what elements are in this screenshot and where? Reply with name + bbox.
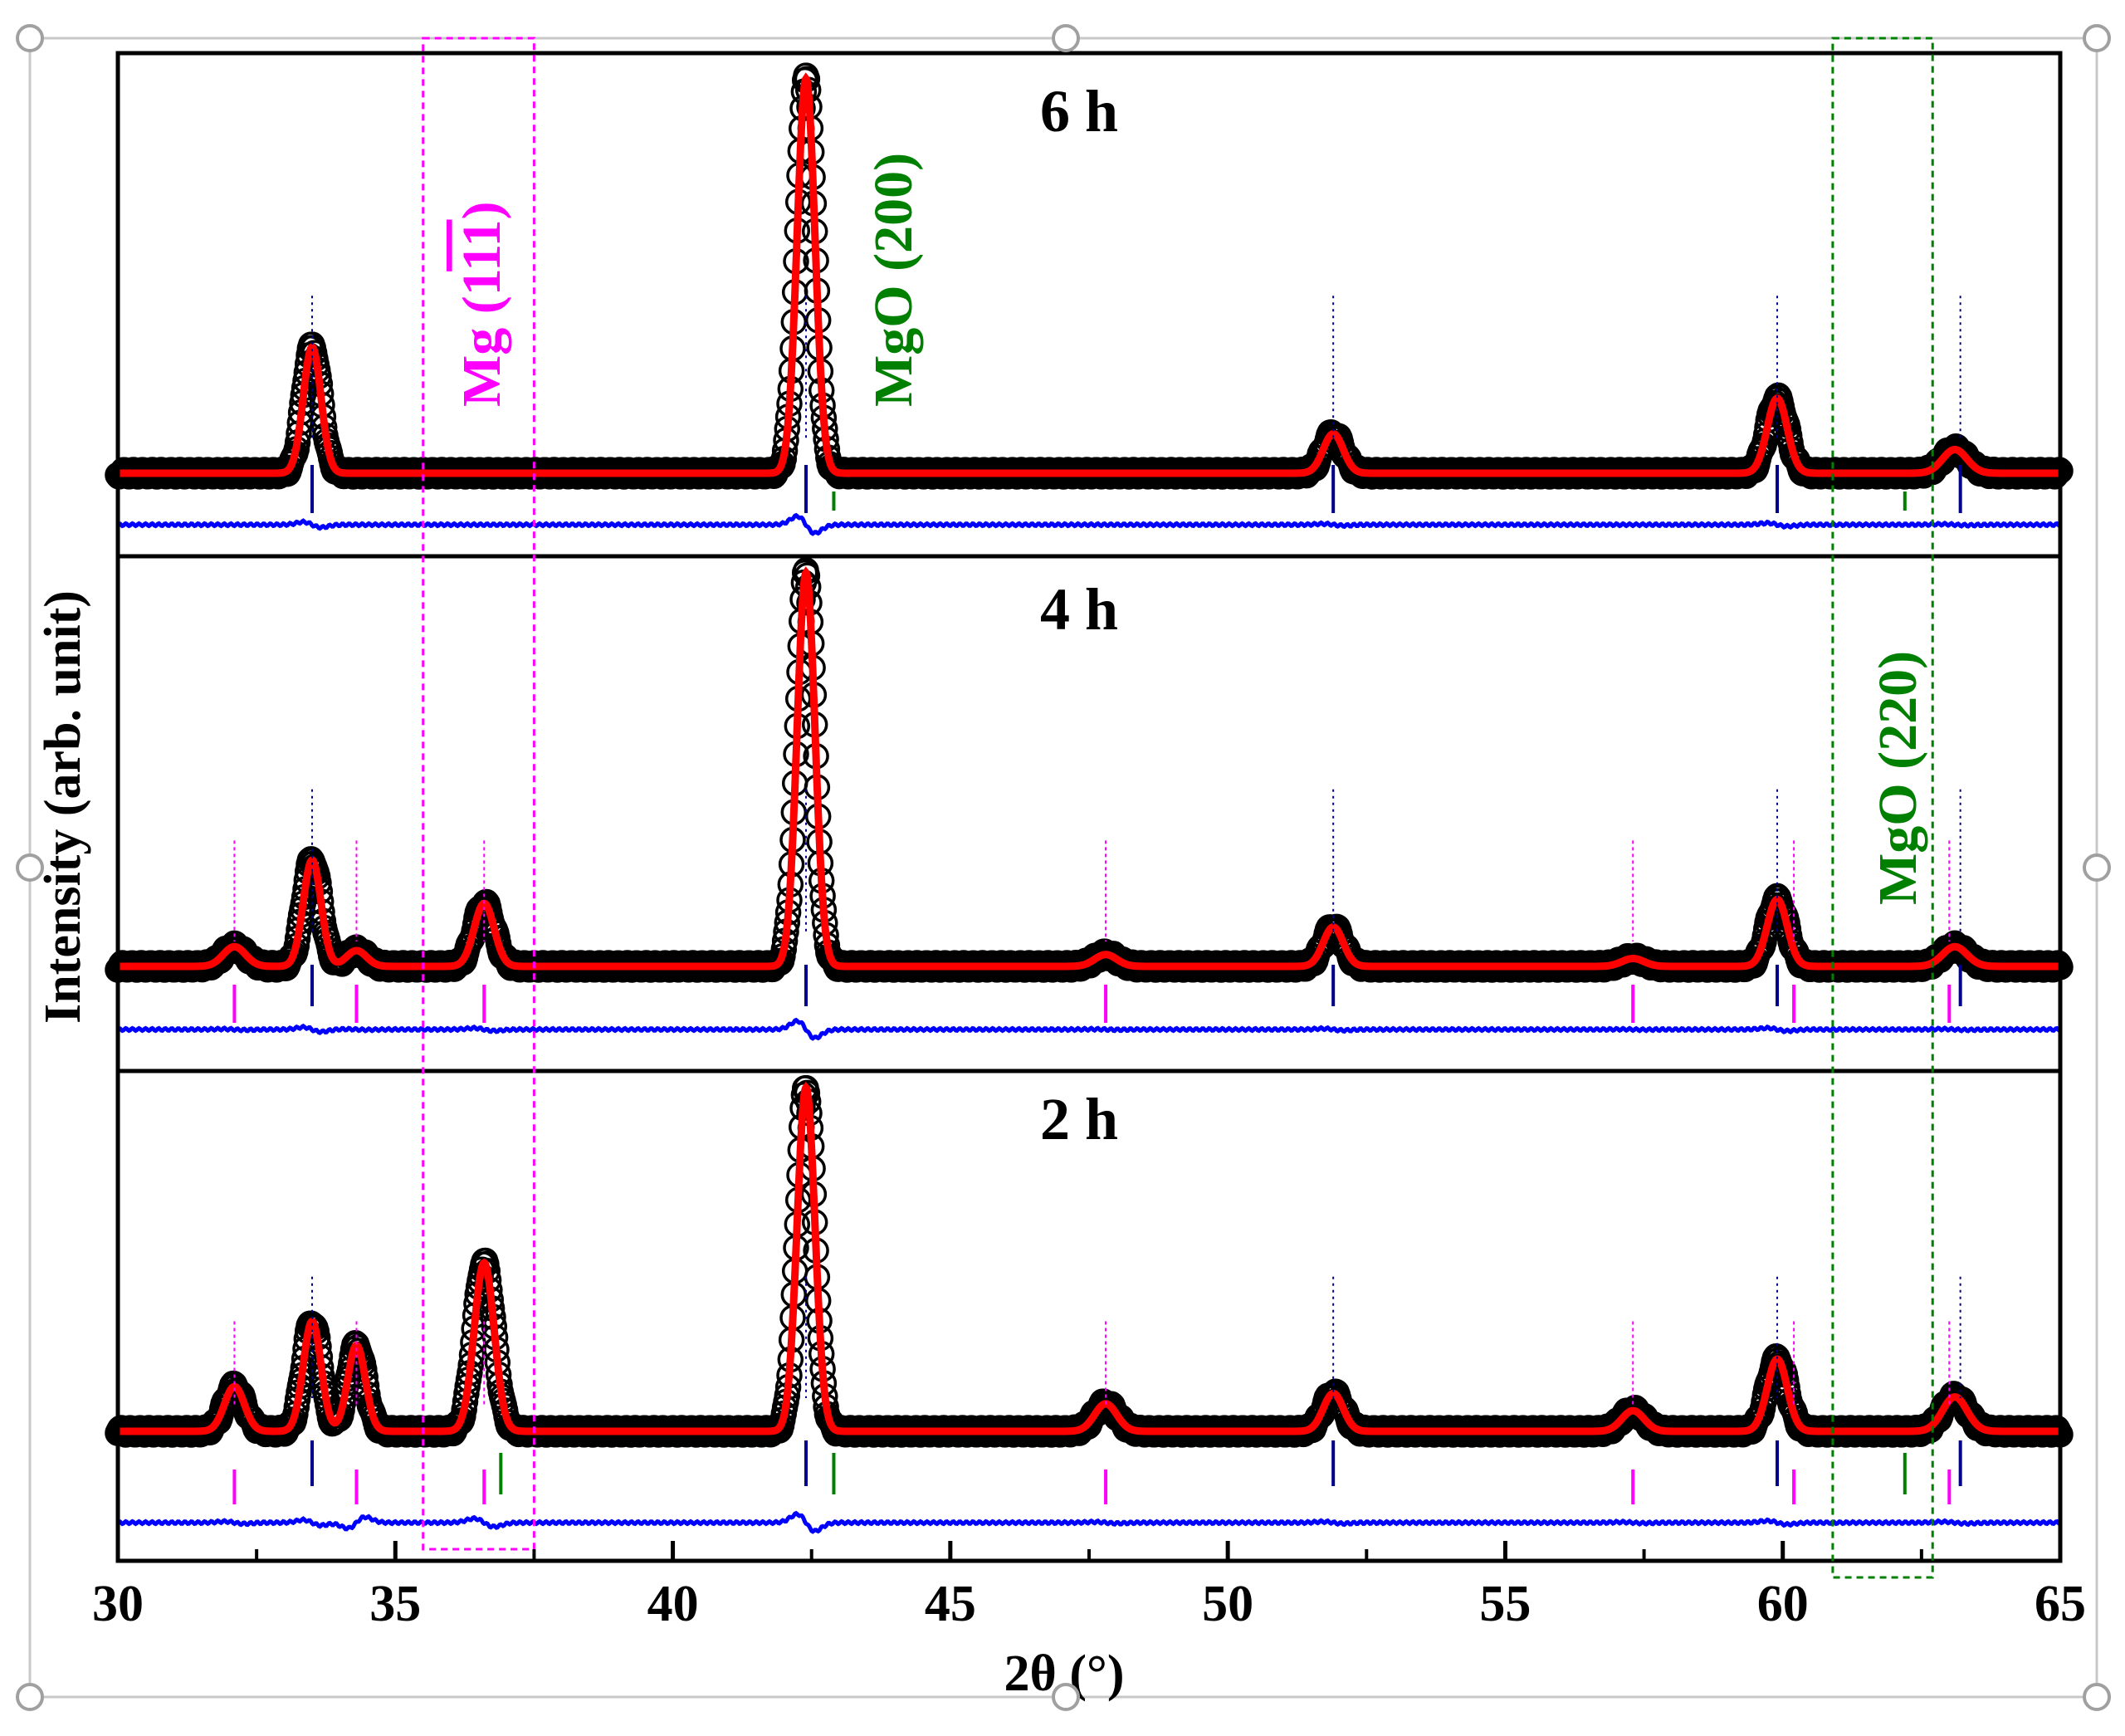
panel-6h: 6 h [105,62,2074,536]
panel-label: 4 h [1040,576,1118,643]
panel-label: 6 h [1040,78,1118,144]
